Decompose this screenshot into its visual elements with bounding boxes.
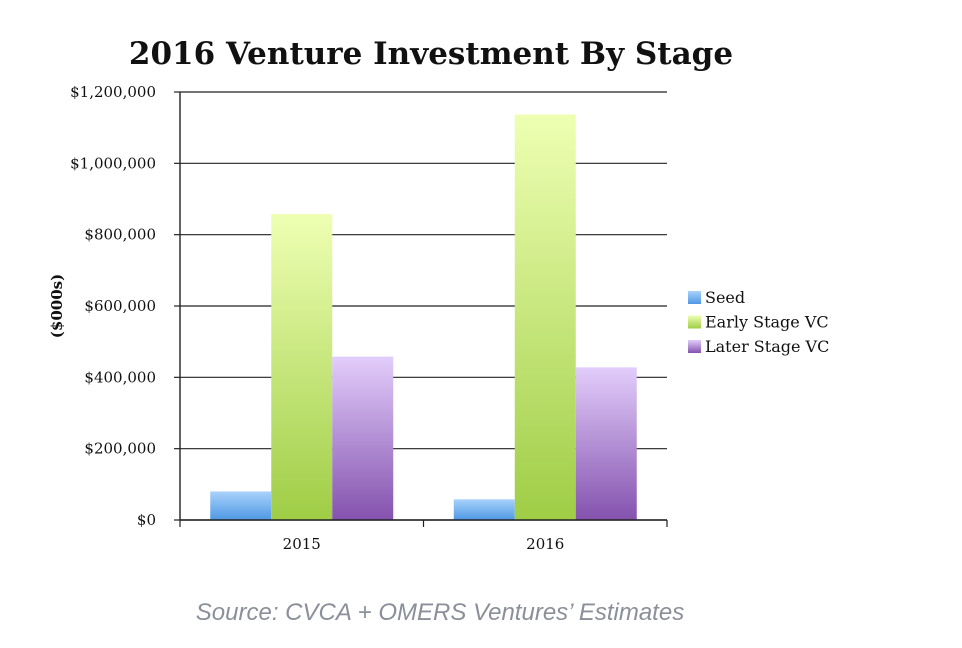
- y-tick-label: $1,000,000: [70, 154, 156, 172]
- bar-later-stage-vc-2016: [575, 367, 637, 520]
- y-tick-label: $200,000: [84, 440, 156, 458]
- bar-later-stage-vc-2015: [332, 356, 394, 520]
- legend-swatch: [688, 340, 701, 353]
- chart-title: 2016 Venture Investment By Stage: [129, 36, 733, 72]
- tick-labels: $0 $200,000 $400,000 $600,000 $800,000 $1,000…: [70, 83, 564, 553]
- bar-early-stage-vc-2016: [514, 114, 576, 520]
- legend-swatch: [688, 291, 701, 304]
- legend-item-later-stage-vc: Later Stage VC: [688, 337, 829, 356]
- bar-seed-2015: [210, 491, 272, 520]
- legend-label: Seed: [705, 288, 745, 307]
- y-tick-label: $600,000: [84, 297, 156, 315]
- y-tick-label: $800,000: [84, 226, 156, 244]
- legend-item-seed: Seed: [688, 288, 745, 307]
- legend-label: Early Stage VC: [705, 313, 829, 332]
- bar-seed-2016: [453, 499, 515, 520]
- y-tick-label: $1,200,000: [70, 83, 156, 101]
- y-tick-label: $0: [137, 511, 156, 529]
- bar-early-stage-vc-2015: [271, 213, 333, 521]
- gridlines: [180, 91, 667, 521]
- bars: [210, 114, 637, 521]
- legend-item-early-stage-vc: Early Stage VC: [688, 313, 829, 332]
- y-tick-label: $400,000: [84, 368, 156, 386]
- y-axis-label: ($000s): [48, 274, 66, 338]
- x-tick-label: 2015: [283, 535, 321, 553]
- legend-label: Later Stage VC: [705, 337, 829, 356]
- legend: Seed Early Stage VC Later Stage VC: [688, 288, 829, 356]
- legend-swatch: [688, 315, 701, 329]
- x-tick-label: 2016: [526, 535, 564, 553]
- source-note: Source: CVCA + OMERS Ventures’ Estimates: [196, 599, 684, 626]
